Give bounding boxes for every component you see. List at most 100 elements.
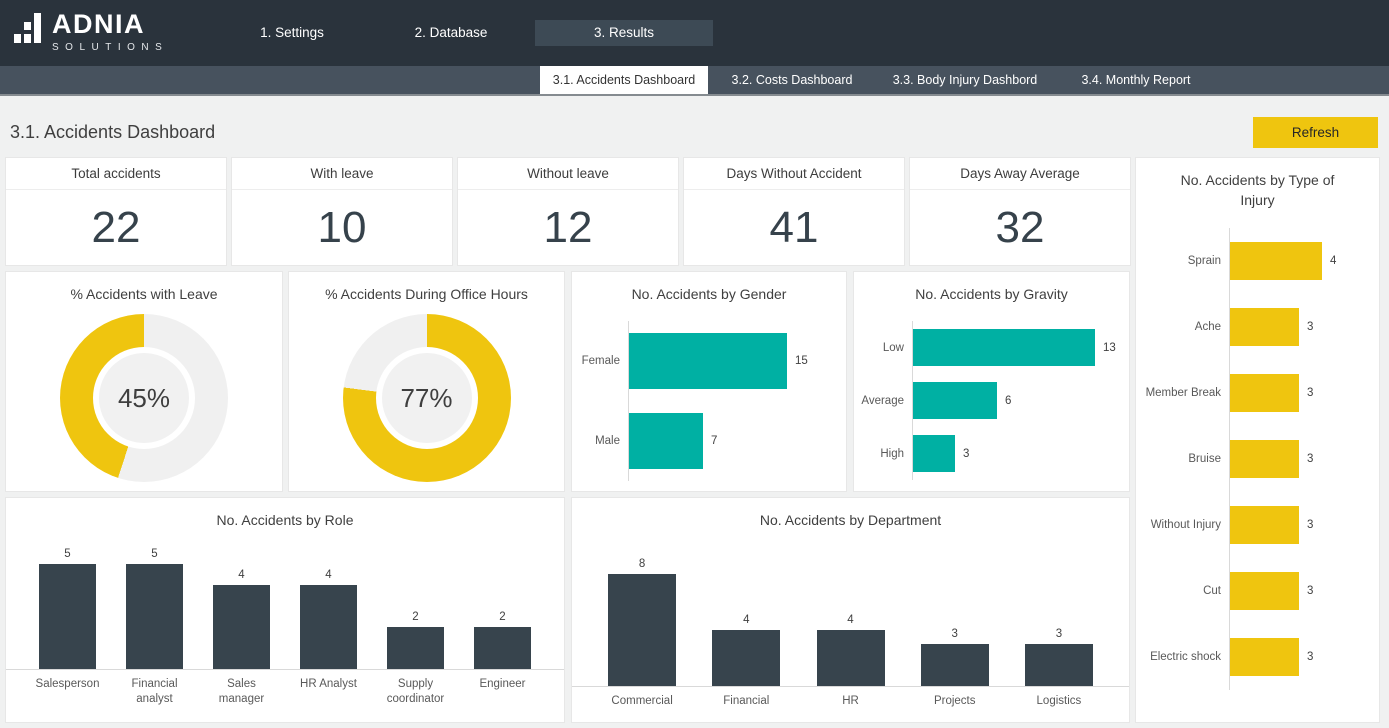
chart-row: Average6 bbox=[854, 374, 1129, 427]
category-label: HR Analyst bbox=[285, 677, 372, 707]
chart-row: Member Break 3 bbox=[1136, 360, 1379, 426]
value-label: 3 bbox=[963, 448, 969, 460]
chart-plot: 3 bbox=[1229, 426, 1379, 492]
kpi-value: 32 bbox=[910, 190, 1130, 266]
bar bbox=[1025, 644, 1093, 686]
donut-ring: 45% bbox=[60, 314, 228, 482]
chart-plot: 13 bbox=[912, 321, 1129, 374]
chart-column: 2 bbox=[459, 611, 546, 669]
chart-column: 2 bbox=[372, 611, 459, 669]
subnav-tab-accidents-dashboard[interactable]: 3.1. Accidents Dashboard bbox=[540, 66, 708, 94]
category-label: Bruise bbox=[1136, 453, 1229, 465]
category-label: Financial bbox=[694, 694, 798, 709]
bar bbox=[817, 630, 885, 686]
sub-navigation-bar: 3.1. Accidents Dashboard 3.2. Costs Dash… bbox=[0, 66, 1389, 96]
kpi-value: 10 bbox=[232, 190, 452, 266]
chart-plot: 8 4 4 3 3 bbox=[572, 560, 1129, 687]
category-labels: CommercialFinancialHRProjectsLogistics bbox=[572, 687, 1129, 709]
chart-row: Male 7 bbox=[572, 401, 846, 481]
bar bbox=[126, 564, 183, 669]
chart-row: Electric shock3 bbox=[1136, 624, 1379, 690]
donut-center-value: 77% bbox=[400, 383, 452, 414]
chart-row: High3 bbox=[854, 427, 1129, 480]
chart-row: Low 13 bbox=[854, 321, 1129, 374]
chart-plot: 554422 bbox=[6, 543, 564, 670]
kpi-label: Without leave bbox=[458, 158, 678, 190]
bar-chart-accidents-by-gender: Female15 Male 7 bbox=[572, 321, 846, 481]
value-label: 13 bbox=[1103, 342, 1116, 354]
value-label: 3 bbox=[1307, 387, 1313, 399]
donut-hole-inner: 45% bbox=[99, 353, 189, 443]
chart-column: 3 bbox=[1007, 628, 1111, 686]
top-navigation-bar: ADNIA SOLUTIONS 1. Settings 2. Database … bbox=[0, 0, 1389, 66]
chart-column: 5 bbox=[24, 548, 111, 669]
bar bbox=[387, 627, 444, 669]
chart-title: No. Accidents by Type of Injury bbox=[1136, 170, 1379, 211]
chart-card-accidents-by-type-of-injury: No. Accidents by Type of Injury Sprain 4 A… bbox=[1135, 157, 1380, 723]
donut-center-value: 45% bbox=[118, 383, 170, 414]
value-label: 4 bbox=[743, 614, 749, 626]
chart-row: Female15 bbox=[572, 321, 846, 401]
value-label: 3 bbox=[952, 628, 958, 640]
column-chart-accidents-by-department: 84433CommercialFinancialHRProjectsLogist… bbox=[572, 498, 1129, 709]
column-chart-accidents-by-role: 554422SalespersonFinancial analystSales … bbox=[6, 498, 564, 707]
chart-plot: 3 bbox=[1229, 360, 1379, 426]
category-label: Member Break bbox=[1136, 387, 1229, 399]
chart-plot: 3 bbox=[1229, 624, 1379, 690]
adnia-bar-chart-logo-icon bbox=[14, 13, 44, 45]
value-label: 6 bbox=[1005, 395, 1011, 407]
refresh-button[interactable]: Refresh bbox=[1253, 117, 1378, 148]
chart-plot: 7 bbox=[628, 401, 846, 481]
chart-column: 8 bbox=[590, 558, 694, 686]
value-label: 3 bbox=[1307, 453, 1313, 465]
category-label: Male bbox=[572, 435, 628, 447]
chart-title: No. Accidents by Gender bbox=[572, 284, 846, 304]
subnav-tab-costs-dashboard[interactable]: 3.2. Costs Dashboard bbox=[708, 66, 876, 94]
bar bbox=[1230, 506, 1299, 544]
nav-tab-database[interactable]: 2. Database bbox=[362, 20, 540, 46]
category-label: Without Injury bbox=[1136, 519, 1229, 531]
chart-title: % Accidents with Leave bbox=[6, 284, 282, 304]
chart-plot: 15 bbox=[628, 321, 846, 401]
subnav-tab-body-injury-dashboard[interactable]: 3.3. Body Injury Dashbord bbox=[876, 66, 1054, 94]
value-label: 4 bbox=[325, 569, 331, 581]
chart-card-accidents-by-gravity: No. Accidents by Gravity Low13Average6Hi… bbox=[853, 271, 1130, 492]
bar-chart-accidents-by-type-of-injury: Sprain 4 Ache 3 Member Break 3 Bruise 3 Without … bbox=[1136, 228, 1379, 690]
category-label: HR bbox=[798, 694, 902, 709]
value-label: 4 bbox=[1330, 255, 1336, 267]
bar bbox=[1230, 374, 1299, 412]
bar bbox=[1230, 572, 1299, 610]
nav-tab-settings[interactable]: 1. Settings bbox=[203, 20, 381, 46]
value-label: 3 bbox=[1307, 321, 1313, 333]
chart-plot: 3 bbox=[912, 427, 1129, 480]
bar bbox=[921, 644, 989, 686]
chart-card-accidents-by-role: No. Accidents by Role 554422SalespersonF… bbox=[5, 497, 565, 723]
value-label: 3 bbox=[1307, 651, 1313, 663]
page-title: 3.1. Accidents Dashboard bbox=[10, 122, 215, 143]
brand-text: ADNIA SOLUTIONS bbox=[52, 9, 168, 53]
bar bbox=[629, 413, 703, 469]
chart-column: 3 bbox=[903, 628, 1007, 686]
donut-hole: 77% bbox=[376, 347, 478, 449]
category-label: Ache bbox=[1136, 321, 1229, 333]
kpi-label: Total accidents bbox=[6, 158, 226, 190]
chart-row: Cut3 bbox=[1136, 558, 1379, 624]
donut-hole: 45% bbox=[93, 347, 195, 449]
value-label: 4 bbox=[847, 614, 853, 626]
category-label: Low bbox=[854, 342, 912, 354]
chart-card-accidents-with-leave: % Accidents with Leave 45% bbox=[5, 271, 283, 492]
category-label: Sprain bbox=[1136, 255, 1229, 267]
nav-tab-results[interactable]: 3. Results bbox=[535, 20, 713, 46]
subnav-tab-monthly-report[interactable]: 3.4. Monthly Report bbox=[1054, 66, 1218, 94]
bar bbox=[474, 627, 531, 669]
bar bbox=[213, 585, 270, 669]
chart-row: Bruise 3 bbox=[1136, 426, 1379, 492]
value-label: 7 bbox=[711, 435, 717, 447]
brand-name: ADNIA bbox=[52, 9, 168, 39]
chart-card-accidents-by-department: No. Accidents by Department 84433Commerc… bbox=[571, 497, 1130, 723]
value-label: 2 bbox=[499, 611, 505, 623]
chart-column: 5 bbox=[111, 548, 198, 669]
category-label: Female bbox=[572, 355, 628, 367]
chart-row: Without Injury3 bbox=[1136, 492, 1379, 558]
category-label: Projects bbox=[903, 694, 1007, 709]
